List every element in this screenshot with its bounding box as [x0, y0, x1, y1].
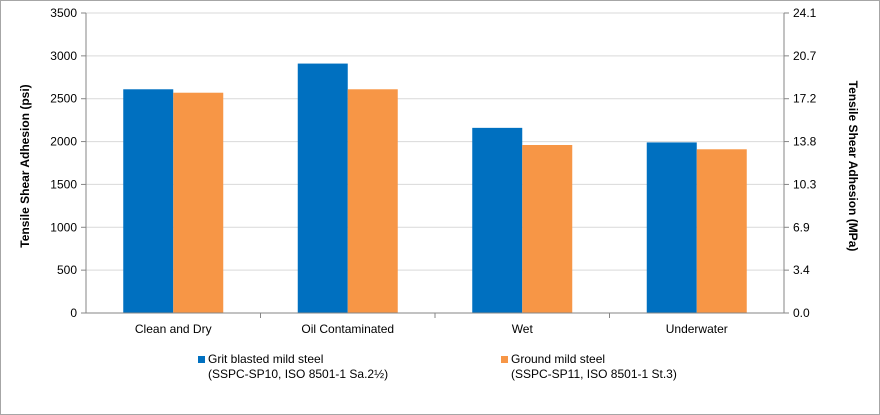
right-axis-ticks: 0.0 3.4 6.9 10.3 13.8 17.2 20.7 24.1: [784, 6, 817, 320]
bar: [173, 92, 224, 313]
category-labels: Clean and Dry Oil Contaminated Wet Underwat…: [135, 322, 728, 336]
bar: [646, 142, 697, 313]
category-label: Clean and Dry: [135, 322, 212, 336]
right-tick-label: 24.1: [793, 6, 817, 20]
category-label: Oil Contaminated: [301, 322, 394, 336]
left-tick-label: 1000: [50, 220, 77, 234]
bar: [297, 63, 348, 314]
y-axis-title-left: Tensile Shear Adhesion (psi): [18, 84, 32, 247]
bar: [522, 145, 573, 313]
right-tick-label: 0.0: [793, 306, 810, 320]
left-tick-label: 3000: [50, 49, 77, 63]
left-axis-ticks: 0 500 1000 1500 2000 2500 3000 3500: [50, 6, 86, 320]
legend-entry: Ground mild steel: [511, 352, 605, 366]
bar: [123, 89, 174, 314]
bars: [123, 63, 747, 314]
right-tick-label: 13.8: [793, 135, 817, 149]
legend-swatch: [198, 356, 205, 363]
right-tick-label: 6.9: [793, 220, 810, 234]
legend: Grit blasted mild steel(SSPC-SP10, ISO 8…: [198, 352, 677, 381]
left-tick-label: 0: [70, 306, 77, 320]
left-tick-label: 3500: [50, 6, 77, 20]
legend-swatch: [501, 356, 508, 363]
axes: [85, 13, 785, 318]
legend-entry-detail: (SSPC-SP10, ISO 8501-1 Sa.2½): [208, 367, 388, 381]
left-tick-label: 1500: [50, 177, 77, 191]
category-label: Wet: [512, 322, 534, 336]
bar: [472, 127, 523, 313]
right-tick-label: 17.2: [793, 92, 817, 106]
right-tick-label: 10.3: [793, 177, 817, 191]
left-tick-label: 2000: [50, 135, 77, 149]
right-tick-label: 20.7: [793, 49, 817, 63]
bar: [696, 149, 747, 313]
legend-entry: Grit blasted mild steel: [208, 352, 323, 366]
y-axis-title-right: Tensile Shear Adhesion (MPa): [846, 81, 860, 252]
right-tick-label: 3.4: [793, 263, 810, 277]
left-tick-label: 500: [57, 263, 77, 277]
bar: [347, 89, 398, 314]
category-label: Underwater: [666, 322, 728, 336]
legend-entry-detail: (SSPC-SP11, ISO 8501-1 St.3): [511, 367, 677, 381]
left-tick-label: 2500: [50, 92, 77, 106]
